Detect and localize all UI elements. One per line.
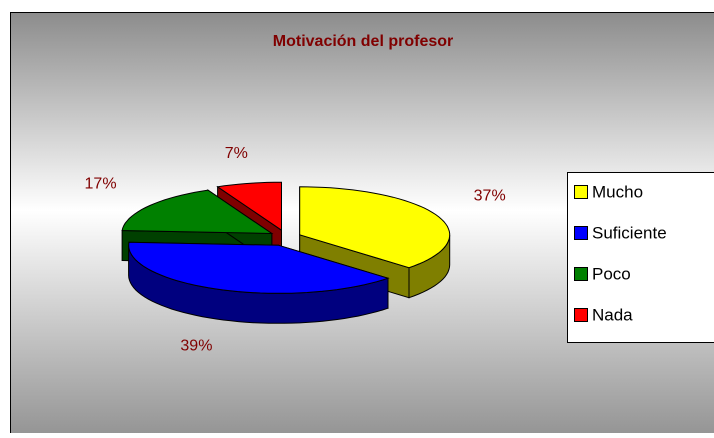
data-label: 7%	[225, 145, 248, 162]
legend-swatch	[575, 186, 588, 199]
legend-label: Poco	[592, 264, 631, 283]
legend-label: Mucho	[592, 182, 643, 201]
legend-swatch	[575, 309, 588, 322]
legend-swatch	[575, 227, 588, 240]
legend-label: Nada	[592, 305, 633, 324]
data-label: 37%	[474, 188, 506, 205]
legend-label: Suficiente	[592, 223, 667, 242]
chart-title: Motivación del profesor	[273, 33, 453, 50]
legend-swatch	[575, 268, 588, 281]
data-label: 39%	[180, 337, 212, 354]
data-label: 17%	[85, 175, 117, 192]
